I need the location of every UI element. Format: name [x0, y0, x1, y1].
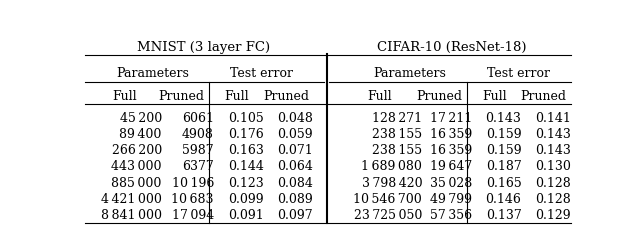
Text: 45 200: 45 200	[120, 111, 162, 124]
Text: 0.059: 0.059	[278, 127, 313, 140]
Text: 10 546 700: 10 546 700	[353, 192, 422, 205]
Text: 6377: 6377	[182, 160, 214, 173]
Text: Parameters: Parameters	[116, 67, 189, 80]
Text: CIFAR-10 (ResNet-18): CIFAR-10 (ResNet-18)	[377, 41, 527, 54]
Text: 238 155: 238 155	[372, 127, 422, 140]
Text: 0.084: 0.084	[277, 176, 313, 189]
Text: 443 000: 443 000	[111, 160, 162, 173]
Text: 1 689 080: 1 689 080	[362, 160, 422, 173]
Text: 0.123: 0.123	[228, 176, 264, 189]
Text: 16 359: 16 359	[429, 144, 472, 156]
Text: 4908: 4908	[182, 127, 214, 140]
Text: Pruned: Pruned	[521, 90, 567, 103]
Text: 0.163: 0.163	[228, 144, 264, 156]
Text: 0.064: 0.064	[277, 160, 313, 173]
Text: Full: Full	[482, 90, 506, 103]
Text: 0.144: 0.144	[228, 160, 264, 173]
Text: Full: Full	[224, 90, 248, 103]
Text: 10 196: 10 196	[172, 176, 214, 189]
Text: 5987: 5987	[182, 144, 214, 156]
Text: 17 211: 17 211	[429, 111, 472, 124]
Text: 23 725 050: 23 725 050	[354, 208, 422, 221]
Text: 0.089: 0.089	[277, 192, 313, 205]
Text: 8 841 000: 8 841 000	[101, 208, 162, 221]
Text: 0.128: 0.128	[535, 192, 571, 205]
Text: 0.129: 0.129	[536, 208, 571, 221]
Text: 49 799: 49 799	[430, 192, 472, 205]
Text: 0.159: 0.159	[486, 144, 522, 156]
Text: 885 000: 885 000	[111, 176, 162, 189]
Text: 0.165: 0.165	[486, 176, 522, 189]
Text: Pruned: Pruned	[159, 90, 205, 103]
Text: 4 421 000: 4 421 000	[101, 192, 162, 205]
Text: Full: Full	[113, 90, 137, 103]
Text: 238 155: 238 155	[372, 144, 422, 156]
Text: MNIST (3 layer FC): MNIST (3 layer FC)	[138, 41, 271, 54]
Text: 3 798 420: 3 798 420	[362, 176, 422, 189]
Text: 266 200: 266 200	[111, 144, 162, 156]
Text: 0.097: 0.097	[278, 208, 313, 221]
Text: 89 400: 89 400	[120, 127, 162, 140]
Text: 19 647: 19 647	[429, 160, 472, 173]
Text: 0.091: 0.091	[228, 208, 264, 221]
Text: 16 359: 16 359	[429, 127, 472, 140]
Text: 0.176: 0.176	[228, 127, 264, 140]
Text: 6061: 6061	[182, 111, 214, 124]
Text: 0.187: 0.187	[486, 160, 522, 173]
Text: 10 683: 10 683	[172, 192, 214, 205]
Text: 0.130: 0.130	[535, 160, 571, 173]
Text: Pruned: Pruned	[263, 90, 309, 103]
Text: 0.137: 0.137	[486, 208, 522, 221]
Text: 35 028: 35 028	[429, 176, 472, 189]
Text: 0.128: 0.128	[535, 176, 571, 189]
Text: 0.143: 0.143	[486, 111, 522, 124]
Text: 128 271: 128 271	[372, 111, 422, 124]
Text: 0.159: 0.159	[486, 127, 522, 140]
Text: Parameters: Parameters	[373, 67, 446, 80]
Text: 17 094: 17 094	[172, 208, 214, 221]
Text: 0.146: 0.146	[486, 192, 522, 205]
Text: 0.071: 0.071	[277, 144, 313, 156]
Text: 0.099: 0.099	[228, 192, 264, 205]
Text: 57 356: 57 356	[429, 208, 472, 221]
Text: 0.048: 0.048	[277, 111, 313, 124]
Text: Test error: Test error	[230, 67, 292, 80]
Text: Full: Full	[368, 90, 392, 103]
Text: 0.141: 0.141	[535, 111, 571, 124]
Text: 0.105: 0.105	[228, 111, 264, 124]
Text: 0.143: 0.143	[535, 144, 571, 156]
Text: Test error: Test error	[488, 67, 550, 80]
Text: 0.143: 0.143	[535, 127, 571, 140]
Text: Pruned: Pruned	[417, 90, 463, 103]
